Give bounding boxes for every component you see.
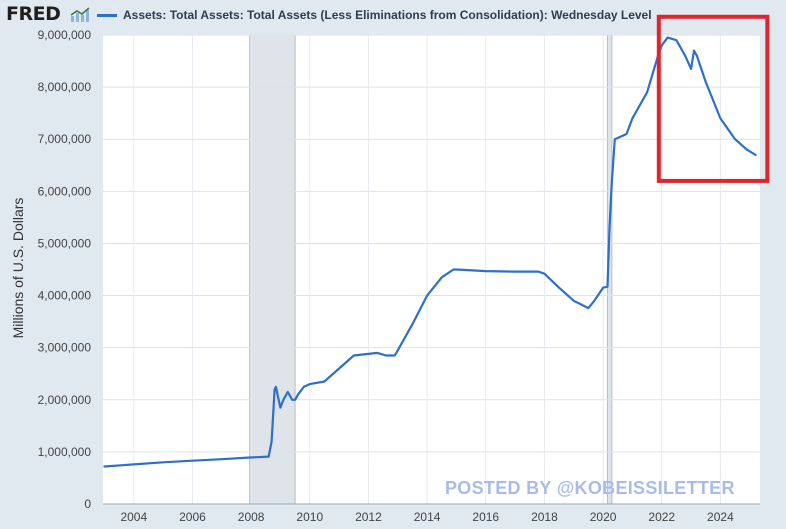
legend-series-label: Assets: Total Assets: Total Assets (Less… — [123, 8, 652, 22]
y-tick-label: 7,000,000 — [38, 132, 92, 146]
x-tick-label: 2022 — [648, 510, 675, 524]
y-tick-label: 2,000,000 — [38, 393, 92, 407]
x-tick-label: 2014 — [414, 510, 441, 524]
x-tick-label: 2018 — [531, 510, 558, 524]
y-tick-label: 9,000,000 — [38, 28, 92, 42]
chart-line-icon — [70, 7, 90, 22]
chart-legend[interactable]: Assets: Total Assets: Total Assets (Less… — [97, 7, 652, 23]
fred-logo[interactable]: FRED — [6, 3, 61, 25]
x-tick-label: 2024 — [707, 510, 734, 524]
x-tick-label: 2004 — [120, 510, 147, 524]
plot-area — [103, 35, 760, 504]
x-tick-label: 2020 — [590, 510, 617, 524]
y-tick-label: 5,000,000 — [38, 236, 92, 250]
y-tick-label: 4,000,000 — [38, 289, 92, 303]
x-tick-label: 2008 — [238, 510, 265, 524]
y-tick-label: 0 — [84, 497, 91, 511]
legend-swatch — [97, 13, 117, 17]
highlight-box — [656, 14, 770, 183]
x-tick-label: 2010 — [296, 510, 323, 524]
y-tick-label: 1,000,000 — [38, 445, 92, 459]
y-tick-label: 3,000,000 — [38, 341, 92, 355]
y-tick-label: 6,000,000 — [38, 184, 92, 198]
x-tick-label: 2006 — [179, 510, 206, 524]
series-line — [103, 36, 757, 468]
y-tick-label: 8,000,000 — [38, 80, 92, 94]
watermark: POSTED BY @KOBEISSILETTER — [445, 478, 735, 498]
x-tick-label: 2016 — [472, 510, 499, 524]
chart-header: FRED Assets: Total Assets: Total Assets … — [0, 0, 786, 30]
x-tick-label: 2012 — [355, 510, 382, 524]
